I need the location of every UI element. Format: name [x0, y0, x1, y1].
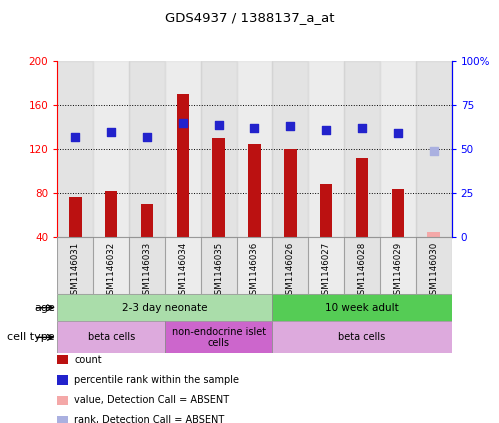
- Bar: [57, 61, 93, 237]
- Text: 10 week adult: 10 week adult: [325, 303, 399, 313]
- Bar: [213, 138, 225, 237]
- Text: value, Detection Call = ABSENT: value, Detection Call = ABSENT: [74, 395, 230, 405]
- Bar: [129, 61, 165, 237]
- Text: GDS4937 / 1388137_a_at: GDS4937 / 1388137_a_at: [165, 11, 334, 24]
- Point: [250, 125, 258, 132]
- Bar: [177, 94, 189, 237]
- Text: cell type: cell type: [7, 332, 55, 342]
- Bar: [272, 61, 308, 237]
- Bar: [237, 61, 272, 237]
- Text: 2-3 day neonate: 2-3 day neonate: [122, 303, 208, 313]
- Bar: [237, 237, 272, 294]
- Bar: [272, 294, 452, 321]
- Text: GSM1146033: GSM1146033: [143, 242, 152, 300]
- Text: GSM1146035: GSM1146035: [214, 242, 223, 300]
- Bar: [165, 61, 201, 237]
- Bar: [416, 61, 452, 237]
- Bar: [201, 237, 237, 294]
- Point: [179, 119, 187, 126]
- Text: rank, Detection Call = ABSENT: rank, Detection Call = ABSENT: [74, 415, 225, 423]
- Text: GSM1146031: GSM1146031: [71, 242, 80, 300]
- Text: count: count: [74, 354, 102, 365]
- Bar: [272, 321, 452, 353]
- Bar: [308, 61, 344, 237]
- Bar: [201, 61, 237, 237]
- Point: [394, 130, 402, 137]
- Text: age: age: [34, 303, 55, 313]
- Bar: [105, 191, 117, 237]
- Bar: [57, 321, 165, 353]
- Bar: [320, 184, 332, 237]
- Text: beta cells: beta cells: [87, 332, 135, 342]
- Text: non-endocrine islet
cells: non-endocrine islet cells: [172, 327, 265, 348]
- Point: [215, 121, 223, 128]
- Text: GSM1146034: GSM1146034: [178, 242, 187, 300]
- Bar: [272, 237, 308, 294]
- Bar: [428, 233, 440, 237]
- Bar: [141, 204, 153, 237]
- Bar: [165, 237, 201, 294]
- Bar: [248, 144, 261, 237]
- Bar: [93, 237, 129, 294]
- Point: [358, 125, 366, 132]
- Text: GSM1146029: GSM1146029: [393, 242, 402, 299]
- Text: GSM1146026: GSM1146026: [286, 242, 295, 300]
- Text: beta cells: beta cells: [338, 332, 386, 342]
- Bar: [165, 321, 272, 353]
- Text: GSM1146032: GSM1146032: [107, 242, 116, 300]
- Text: GSM1146036: GSM1146036: [250, 242, 259, 300]
- Bar: [416, 237, 452, 294]
- Bar: [356, 158, 368, 237]
- Bar: [380, 237, 416, 294]
- Bar: [344, 61, 380, 237]
- Point: [322, 126, 330, 133]
- Text: GSM1146028: GSM1146028: [357, 242, 366, 300]
- Bar: [392, 189, 404, 237]
- Point: [430, 148, 438, 154]
- Text: GSM1146030: GSM1146030: [429, 242, 438, 300]
- Bar: [380, 61, 416, 237]
- Bar: [57, 237, 93, 294]
- Bar: [57, 294, 272, 321]
- Text: GSM1146027: GSM1146027: [322, 242, 331, 300]
- Point: [143, 133, 151, 140]
- Bar: [284, 149, 296, 237]
- Point: [71, 133, 79, 140]
- Bar: [308, 237, 344, 294]
- Bar: [129, 237, 165, 294]
- Bar: [69, 198, 81, 237]
- Point: [107, 128, 115, 135]
- Point: [286, 123, 294, 130]
- Text: percentile rank within the sample: percentile rank within the sample: [74, 375, 240, 385]
- Bar: [344, 237, 380, 294]
- Bar: [93, 61, 129, 237]
